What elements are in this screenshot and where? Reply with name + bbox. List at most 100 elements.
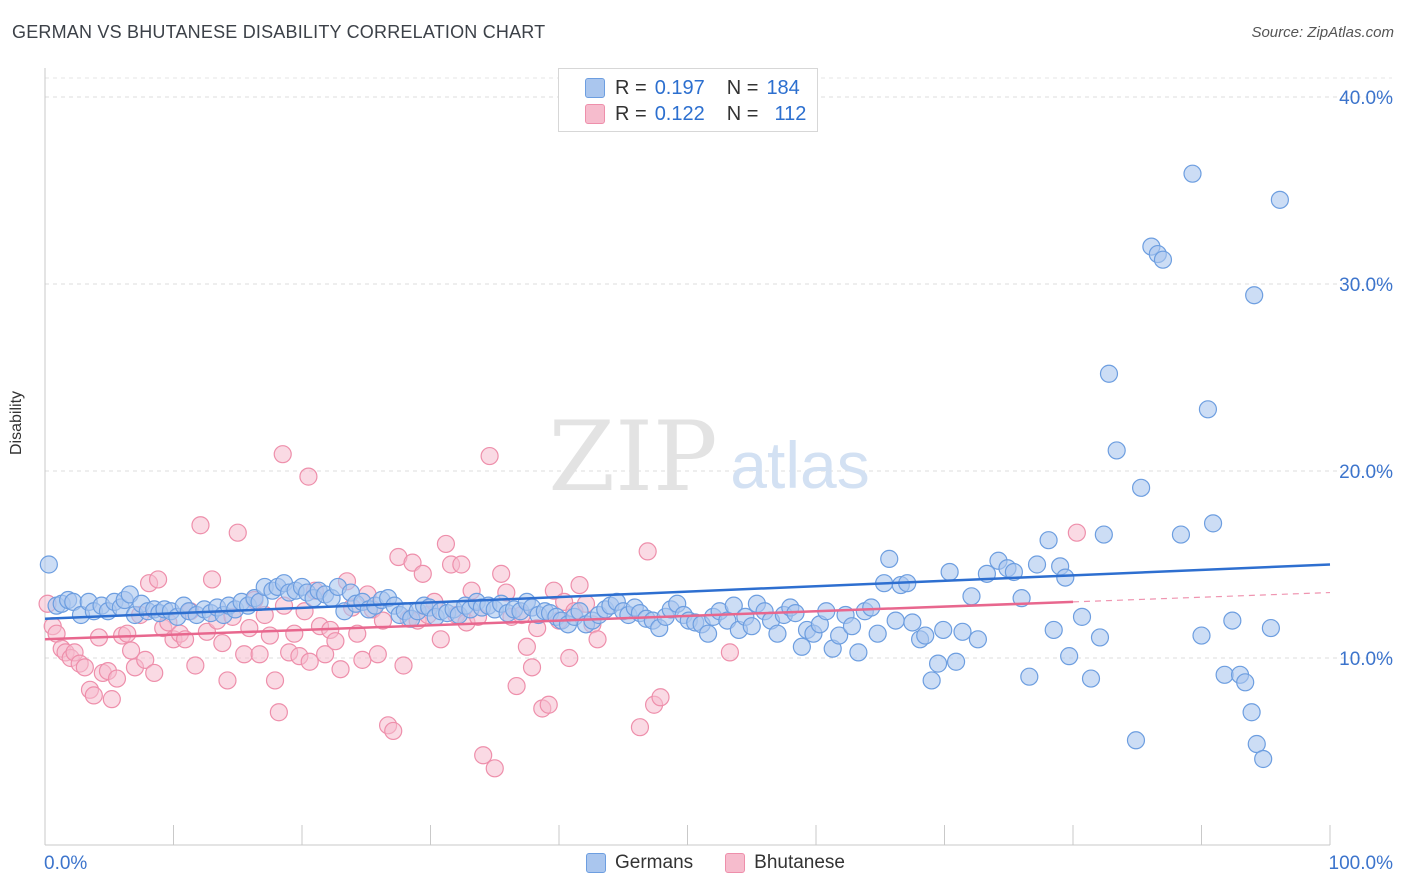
data-point-germans (1198, 400, 1218, 419)
data-point-germans (1072, 607, 1092, 626)
trend-line-germans (44, 563, 1331, 620)
data-point-germans (1215, 665, 1234, 684)
data-point-germans (1223, 611, 1242, 630)
data-point-germans (868, 624, 887, 643)
data-point-bhutanese (485, 759, 504, 778)
data-point-germans (1254, 749, 1273, 769)
data-point-bhutanese (588, 630, 607, 649)
data-point-germans (1081, 669, 1101, 688)
legend-swatch-bhutanese (585, 104, 605, 124)
legend-r-label: R = (615, 76, 647, 99)
data-point-germans (1132, 478, 1151, 497)
data-point-bhutanese (118, 624, 137, 643)
data-point-germans (886, 611, 905, 630)
y-tick-label: 30.0% (1339, 275, 1393, 296)
data-point-germans (928, 654, 948, 673)
data-point-bhutanese (285, 624, 304, 643)
data-point-bhutanese (403, 553, 422, 572)
data-point-bhutanese (269, 703, 288, 722)
data-point-bhutanese (260, 626, 279, 645)
data-point-germans (962, 587, 981, 606)
data-point-bhutanese (630, 718, 650, 737)
data-point-bhutanese (517, 637, 536, 656)
legend-swatch-germans (586, 853, 606, 873)
data-point-germans (880, 549, 899, 568)
legend-item-bhutanese[interactable]: Bhutanese (725, 852, 845, 874)
legend-swatch-germans (585, 78, 605, 98)
legend-n-value: 184 (766, 76, 800, 99)
axes (44, 68, 1331, 846)
data-point-germans (698, 624, 718, 643)
data-point-germans (1270, 190, 1289, 209)
data-point-germans (768, 624, 787, 643)
data-point-bhutanese (560, 648, 579, 668)
data-point-germans (1039, 531, 1058, 550)
legend-r-label: R = (615, 102, 647, 125)
tick-labels: 10.0% 20.0% 30.0% 40.0% 0.0% 100.0% (44, 88, 1393, 874)
data-point-bhutanese (299, 467, 318, 486)
data-point-germans (1004, 562, 1023, 582)
data-point-germans (849, 643, 868, 662)
data-point-germans (1020, 667, 1039, 686)
data-point-germans (1192, 626, 1211, 645)
data-point-bhutanese (218, 671, 237, 690)
data-point-germans (1183, 164, 1202, 183)
legend-label-bhutanese: Bhutanese (754, 852, 845, 873)
data-point-bhutanese (544, 581, 563, 600)
data-point-germans (1203, 514, 1223, 533)
data-point-bhutanese (235, 645, 254, 664)
data-point-germans (1171, 525, 1191, 544)
legend-n-label: N = (726, 76, 759, 99)
data-point-bhutanese (394, 656, 413, 675)
data-point-bhutanese (522, 658, 542, 677)
data-point-germans (1094, 525, 1113, 544)
data-point-bhutanese (121, 641, 141, 660)
data-point-germans (1153, 250, 1173, 269)
correlation-legend: R = 0.197 N = 184 R = 0.122 N = 112 (558, 68, 818, 132)
data-point-bhutanese (265, 671, 285, 690)
data-point-bhutanese (240, 618, 259, 638)
data-point-bhutanese (436, 534, 456, 554)
chart-title: GERMAN VS BHUTANESE DISABILITY CORRELATI… (12, 22, 546, 42)
legend-n-value: 112 (774, 102, 807, 125)
data-point-germans (953, 622, 972, 641)
data-point-germans (1261, 618, 1280, 638)
data-point-germans (1245, 286, 1264, 305)
x-tick-label: 100.0% (1329, 853, 1394, 874)
legend-r-value: 0.197 (654, 76, 705, 99)
legend-row-germans: R = 0.197 N = 184 (585, 77, 800, 99)
data-point-germans (940, 562, 959, 582)
data-point-bhutanese (720, 643, 740, 662)
x-tick-label: 0.0% (44, 853, 87, 874)
data-point-germans (903, 613, 922, 632)
data-point-germans (1247, 734, 1266, 754)
data-point-bhutanese (1067, 523, 1086, 542)
legend-item-germans[interactable]: Germans (586, 852, 693, 874)
data-point-germans (946, 652, 966, 671)
data-point-bhutanese (250, 645, 269, 664)
data-point-bhutanese (474, 746, 493, 765)
series-legend: Germans Bhutanese (586, 852, 877, 874)
data-point-bhutanese (331, 660, 350, 679)
data-point-bhutanese (148, 570, 168, 589)
data-point-germans (39, 555, 58, 574)
data-point-bhutanese (651, 688, 670, 707)
y-tick-label: 10.0% (1339, 649, 1393, 670)
data-point-germans (1099, 364, 1119, 383)
data-point-germans (1090, 628, 1110, 647)
data-point-bhutanese (191, 516, 210, 535)
data-point-bhutanese (84, 686, 103, 705)
watermark: ZIP atlas (548, 401, 869, 513)
data-point-germans (922, 671, 941, 690)
data-point-bhutanese (507, 676, 526, 696)
data-point-bhutanese (213, 633, 232, 653)
data-point-bhutanese (384, 721, 403, 741)
legend-row-bhutanese: R = 0.122 N = 112 (585, 103, 806, 125)
watermark-zip: ZIP (548, 401, 717, 513)
data-point-germans (792, 637, 811, 656)
data-point-bhutanese (136, 650, 155, 669)
legend-swatch-bhutanese (725, 853, 746, 873)
data-point-germans (1236, 673, 1255, 692)
data-point-bhutanese (539, 695, 558, 714)
data-point-bhutanese (492, 564, 511, 583)
